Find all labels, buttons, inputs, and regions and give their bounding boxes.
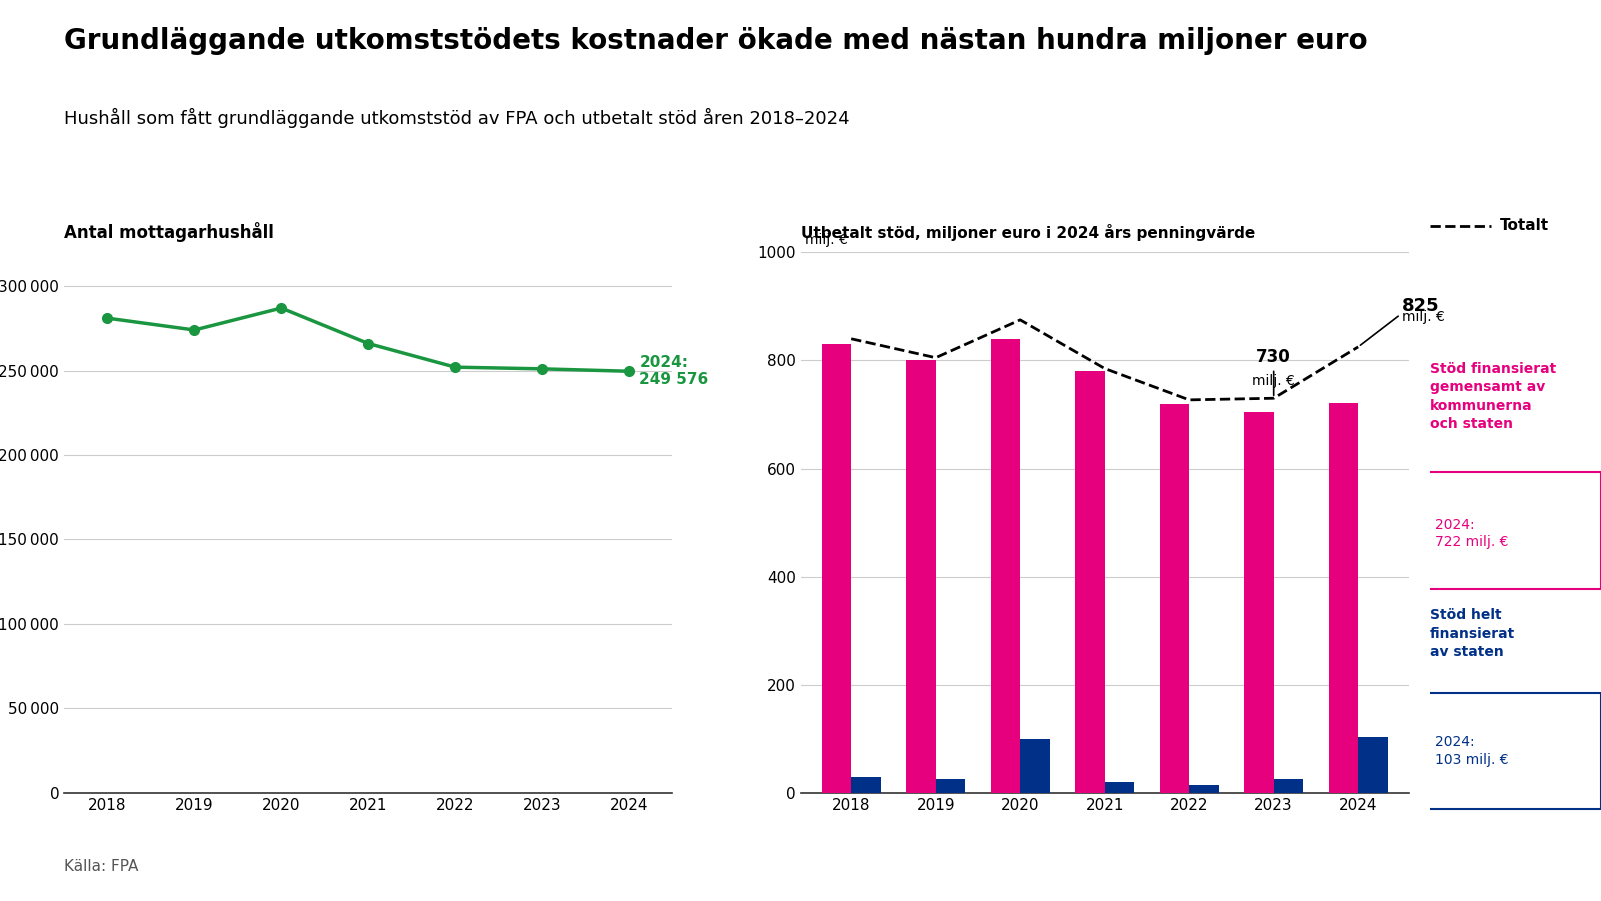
- Bar: [1244, 412, 1274, 793]
- Text: 825: 825: [1402, 297, 1439, 315]
- Bar: [852, 777, 881, 793]
- Text: milj. €: milj. €: [1402, 310, 1444, 324]
- Bar: [821, 344, 852, 793]
- Text: milj. €: milj. €: [1252, 374, 1295, 388]
- FancyBboxPatch shape: [1426, 693, 1601, 809]
- Bar: [1105, 782, 1134, 793]
- Text: Källa: FPA: Källa: FPA: [64, 859, 138, 874]
- Bar: [1020, 739, 1050, 793]
- Text: Hushåll som fått grundläggande utkomststöd av FPA och utbetalt stöd åren 2018–20: Hushåll som fått grundläggande utkomstst…: [64, 108, 850, 128]
- Bar: [1358, 737, 1388, 793]
- Text: Totalt: Totalt: [1500, 218, 1550, 233]
- Text: 2024:
103 milj. €: 2024: 103 milj. €: [1434, 735, 1508, 767]
- Text: 2024:
722 milj. €: 2024: 722 milj. €: [1434, 518, 1508, 550]
- Text: Stöd finansierat
gemensamt av
kommunerna
och staten: Stöd finansierat gemensamt av kommunerna…: [1430, 362, 1556, 431]
- Bar: [991, 339, 1020, 793]
- Text: milj. €: milj. €: [805, 232, 847, 247]
- Text: 2024:
249 576: 2024: 249 576: [639, 355, 709, 387]
- Bar: [906, 360, 935, 793]
- Bar: [1329, 403, 1358, 793]
- Bar: [1274, 779, 1303, 793]
- Text: Antal mottagarhushåll: Antal mottagarhushåll: [64, 223, 274, 242]
- Text: Grundläggande utkomststödets kostnader ökade med nästan hundra miljoner euro: Grundläggande utkomststödets kostnader ö…: [64, 27, 1367, 55]
- Text: Utbetalt stöd, miljoner euro i 2024 års penningvärde: Utbetalt stöd, miljoner euro i 2024 års …: [800, 224, 1255, 241]
- FancyBboxPatch shape: [1426, 472, 1601, 589]
- Bar: [935, 779, 965, 793]
- Bar: [1076, 371, 1105, 793]
- Bar: [1159, 404, 1190, 793]
- Text: 730: 730: [1257, 348, 1290, 366]
- Bar: [1190, 785, 1218, 793]
- Text: Stöd helt
finansierat
av staten: Stöd helt finansierat av staten: [1430, 608, 1515, 660]
